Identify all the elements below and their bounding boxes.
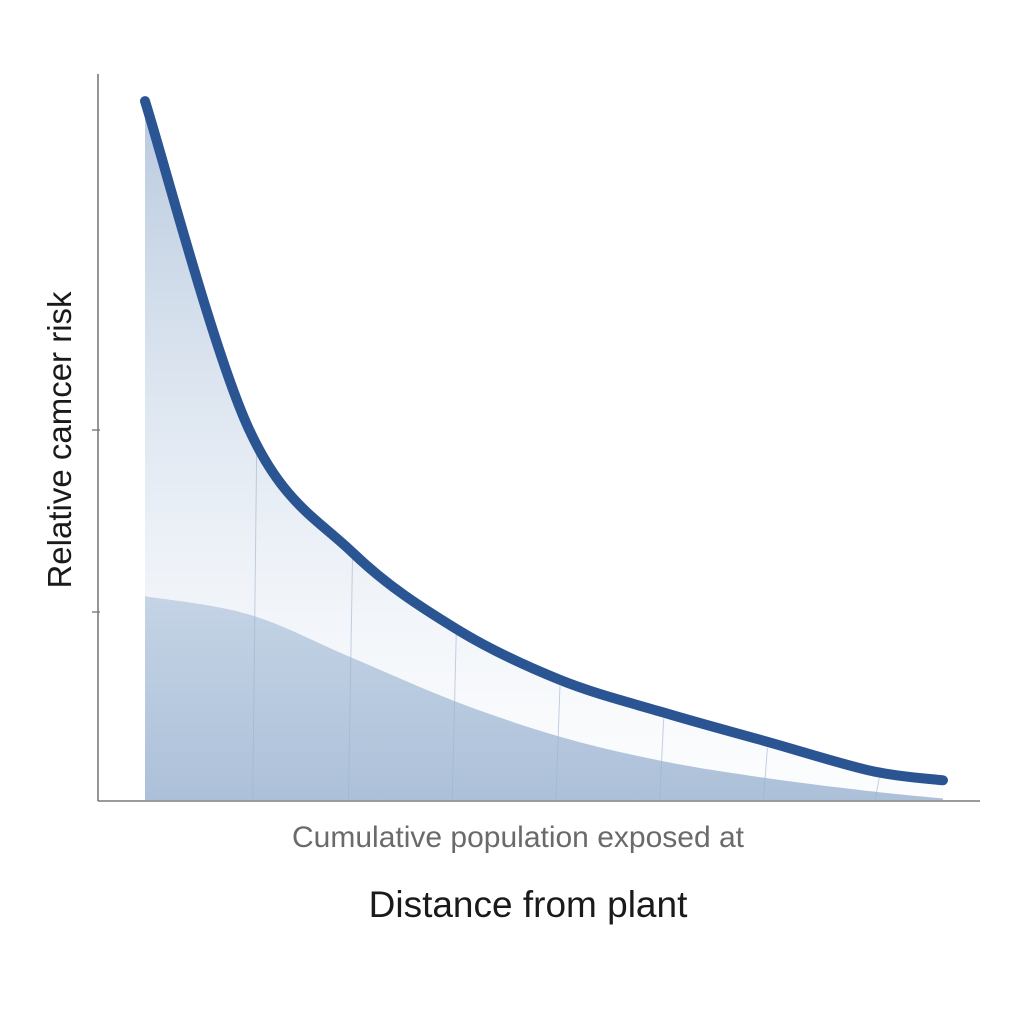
axes: [92, 74, 980, 802]
line-layer: [140, 96, 948, 786]
guide-line: [252, 444, 258, 801]
area-layer: [145, 101, 943, 801]
x-axis-label: Distance from plant: [368, 884, 688, 925]
guide-line: [451, 634, 457, 801]
guide-line: [555, 685, 561, 801]
guide-line: [762, 747, 768, 801]
vertical-guide-lines: [252, 444, 880, 801]
x-axis-sublabel: Cumulative population exposed at: [292, 821, 744, 854]
y-axis-label: Relative camcer risk: [41, 291, 78, 589]
risk-curve-line: [140, 96, 948, 786]
upper-area-fill: [145, 101, 943, 801]
guide-line: [874, 777, 880, 801]
guide-line: [347, 558, 353, 801]
guide-line: [659, 718, 665, 801]
population-area-fill: [145, 596, 943, 800]
